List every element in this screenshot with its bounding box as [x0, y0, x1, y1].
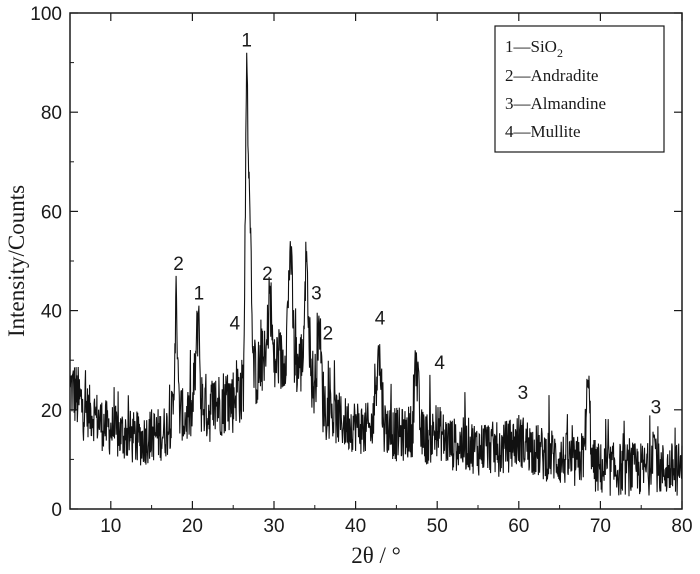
legend-entry-4-num: 4: [505, 122, 514, 141]
x-axis-title: 2θ / °: [351, 543, 401, 568]
legend-entry-3-name: Almandine: [531, 94, 607, 113]
x-tick-label: 10: [100, 516, 121, 537]
peak-label: 2: [262, 264, 273, 285]
x-tick-label: 70: [590, 516, 611, 537]
peak-label: 1: [241, 31, 252, 52]
legend-entry-1: 1—SiO2: [505, 37, 563, 60]
y-axis-title: Intensity/Counts: [4, 185, 29, 337]
peak-label: 4: [375, 308, 386, 329]
legend-dash: —: [513, 94, 532, 113]
y-tick-label: 20: [41, 401, 62, 422]
x-tick-label: 20: [182, 516, 203, 537]
legend-entry-3-num: 3: [505, 94, 514, 113]
legend: 1—SiO2 2—Andradite 3—Almandine 4—Mullite: [494, 25, 665, 153]
x-tick-label: 80: [671, 516, 692, 537]
y-tick-label: 40: [41, 302, 62, 323]
legend-entry-1-num: 1: [505, 37, 514, 56]
peak-label: 2: [173, 254, 184, 275]
y-tick-label: 60: [41, 202, 62, 223]
legend-entry-4: 4—Mullite: [505, 122, 581, 141]
legend-box: [494, 25, 665, 153]
axis-ticks: 10 20 30 40 50 60 70 80 0 20 40 60 80 100: [30, 4, 692, 537]
peak-label: 4: [230, 313, 241, 334]
y-tick-label: 0: [51, 500, 62, 521]
y-tick-label: 100: [30, 4, 62, 25]
series-layer: [69, 52, 683, 497]
x-tick-label: 40: [345, 516, 366, 537]
legend-dash: —: [513, 122, 532, 141]
legend-entry-2: 2—Andradite: [505, 66, 598, 85]
legend-entry-1-name: SiO: [531, 37, 557, 56]
peak-label: 3: [651, 398, 662, 419]
legend-entry-1-sub: 2: [557, 46, 563, 60]
peak-label: 1: [194, 284, 205, 305]
legend-entry-2-num: 2: [505, 66, 514, 85]
peak-label: 3: [311, 284, 322, 305]
y-tick-label: 80: [41, 103, 62, 124]
x-tick-label: 60: [508, 516, 529, 537]
x-tick-label: 30: [263, 516, 284, 537]
xrd-series-line: [69, 52, 683, 497]
legend-dash: —: [513, 66, 532, 85]
peak-label: 4: [434, 353, 445, 374]
legend-dash: —: [513, 37, 532, 56]
x-tick-label: 50: [427, 516, 448, 537]
legend-entry-2-name: Andradite: [531, 66, 599, 85]
legend-entry-3: 3—Almandine: [505, 94, 606, 113]
peak-label: 2: [323, 323, 334, 344]
legend-entry-4-name: Mullite: [531, 122, 581, 141]
peak-label: 3: [518, 383, 529, 404]
